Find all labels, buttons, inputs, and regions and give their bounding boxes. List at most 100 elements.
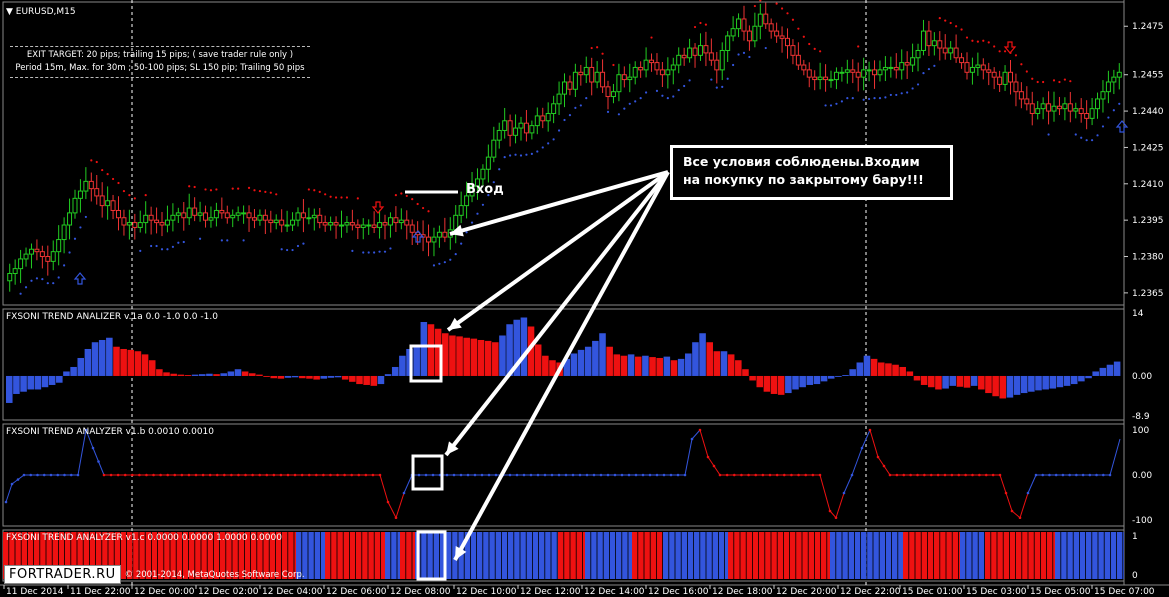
trend-dot: [307, 188, 310, 191]
candle-body: [638, 66, 644, 71]
indicator-b-dot: [592, 473, 596, 477]
indicator-c-bar: [1022, 532, 1028, 579]
candle: [1029, 91, 1035, 126]
indicator-c-bar: [127, 532, 133, 579]
histogram-bar: [206, 373, 213, 376]
indicator-b-dot: [797, 473, 800, 477]
candle: [34, 239, 40, 261]
trend-dot: [851, 97, 854, 100]
indicator-c-bar: [1079, 532, 1086, 579]
time-tick-label: 12 Dec 18:00: [712, 587, 773, 597]
candle-body: [12, 268, 18, 274]
histogram-bar: [835, 375, 842, 377]
indicator-c-bar: [909, 532, 915, 579]
candle-body: [306, 217, 312, 220]
indicator-b-dot: [775, 473, 779, 477]
indicator-b-dot: [571, 473, 575, 477]
trend-dot: [835, 102, 838, 105]
indicator-b-dot: [187, 473, 191, 477]
indicator-b-dot: [97, 460, 100, 463]
trend-dot: [639, 97, 642, 100]
candle-body: [279, 219, 285, 226]
indicator-c-bar: [532, 532, 539, 579]
histogram-bar: [341, 375, 349, 380]
indicator-c-bar: [385, 532, 391, 579]
indicator-b-dot: [585, 473, 589, 477]
candle: [436, 225, 442, 248]
indicator-c-bar: [675, 532, 681, 579]
histogram-bar: [234, 369, 242, 376]
trend-dot: [106, 173, 109, 176]
candle-body: [116, 209, 121, 219]
histogram-bar: [1085, 375, 1092, 379]
candle: [50, 240, 56, 271]
fortrader-logo[interactable]: FORTRADER.RU: [4, 565, 121, 584]
candle-body: [763, 13, 769, 25]
candle-body: [458, 205, 464, 216]
indicator-c-bar: [439, 532, 446, 579]
indicator-b-dot: [1075, 473, 1078, 477]
indicator-c-bar: [616, 532, 622, 579]
indicator-c-bars: [3, 532, 1124, 579]
trend-dot: [857, 45, 860, 48]
indicator-c-bar: [644, 532, 650, 579]
trend-dot: [965, 36, 969, 39]
trend-dot: [699, 21, 702, 25]
indicator-b-dot: [138, 473, 141, 477]
histogram-bar: [534, 344, 542, 376]
histogram-bar: [399, 355, 406, 376]
trend-dot: [911, 87, 914, 90]
indicator-b-dot: [473, 473, 477, 477]
arrow-to-indicator-a: [446, 170, 670, 332]
candle-body: [34, 248, 40, 253]
trend-dot: [824, 104, 827, 107]
indicator-b-dot: [1081, 473, 1085, 477]
trend-dot: [345, 196, 349, 199]
indicator-b-dot: [424, 473, 428, 477]
trend-dot: [867, 97, 871, 101]
trend-dot: [791, 18, 795, 21]
trend-dot: [30, 279, 33, 282]
indicator-b-dot: [307, 473, 311, 477]
indicator-b-dot: [116, 473, 120, 477]
candle-body: [534, 115, 540, 127]
candle: [931, 32, 937, 56]
candle: [507, 114, 513, 147]
indicator-b-dot: [804, 473, 808, 477]
indicator-b-dot: [543, 473, 547, 477]
candle-body: [1067, 103, 1073, 112]
indicator-c-bar: [368, 532, 374, 579]
candle-body: [551, 103, 557, 115]
indicator-b-dot: [336, 473, 339, 477]
candle: [18, 249, 24, 284]
indicator-c-bar: [777, 532, 783, 579]
trend-dot: [878, 97, 882, 100]
candle-body: [393, 217, 399, 224]
indicator-c-bar: [46, 532, 52, 579]
trend-dot: [732, 63, 735, 67]
histogram-bar: [992, 375, 999, 397]
indicator-b-dot: [131, 473, 134, 477]
trend-dot: [721, 85, 724, 88]
indicator-b-dot: [63, 473, 66, 477]
candle: [643, 47, 649, 78]
candle-body: [1024, 98, 1030, 105]
trend-dot: [476, 212, 479, 215]
trend-dot: [237, 187, 240, 190]
trend-dot: [1101, 125, 1105, 128]
histogram-bar: [141, 354, 149, 376]
candle: [371, 211, 377, 234]
candle: [279, 209, 285, 233]
indicator-b-dot: [950, 473, 954, 477]
indicator-c-bar: [1055, 532, 1061, 579]
histogram-bar: [284, 375, 292, 378]
indicator-c-bar: [244, 532, 251, 579]
candle: [986, 62, 992, 86]
candle-body: [349, 222, 355, 226]
trend-dot: [400, 192, 403, 195]
candle-body: [578, 71, 584, 76]
indicator-b-dot: [417, 473, 421, 477]
histogram-bar: [420, 321, 428, 376]
candle: [801, 59, 807, 76]
